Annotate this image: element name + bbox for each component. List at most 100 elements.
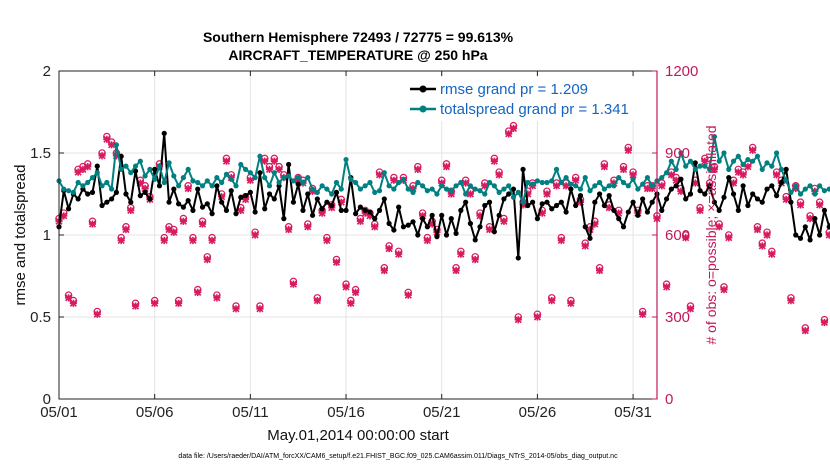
assimilated-obs-point: [404, 291, 412, 299]
rmse-point: [549, 206, 555, 212]
spread-point: [381, 170, 387, 176]
assimilated-obs-point: [218, 193, 226, 201]
spread-point: [740, 161, 746, 168]
spread-point: [692, 166, 698, 172]
spread-point: [80, 183, 86, 189]
spread-point: [219, 179, 225, 186]
rmse-point: [314, 196, 320, 202]
spread-point: [357, 186, 363, 192]
assimilated-obs-point: [275, 165, 283, 173]
rmse-point: [730, 191, 737, 197]
spread-point: [539, 179, 545, 186]
assimilated-obs-point: [241, 195, 250, 204]
rmse-point: [152, 166, 158, 172]
rmse-point: [142, 189, 148, 195]
assimilated-obs-point: [543, 190, 551, 198]
assimilated-obs-point: [562, 182, 570, 190]
spread-point: [300, 179, 306, 186]
assimilated-obs-point: [232, 305, 240, 313]
spread-point: [817, 183, 823, 189]
assimilated-obs-point: [213, 294, 221, 302]
spread-point: [89, 175, 96, 181]
rmse-point: [668, 186, 674, 192]
assimilated-obs-point: [318, 209, 326, 217]
assimilated-obs-point: [74, 168, 82, 176]
assimilated-obs-point: [701, 157, 709, 165]
rmse-point: [161, 130, 167, 136]
assimilated-obs-point: [423, 236, 431, 245]
spread-point: [506, 183, 512, 189]
rmse-point: [199, 204, 206, 210]
y-tick-label-right: 900: [665, 145, 690, 162]
assimilated-obs-point: [141, 184, 149, 193]
rmse-point: [592, 199, 598, 205]
spread-point: [530, 181, 536, 187]
spread-point: [190, 178, 196, 184]
assimilated-obs-point: [151, 299, 159, 307]
y-tick-label-left: 0.5: [30, 309, 51, 326]
spread-point: [721, 150, 727, 156]
spread-point: [582, 175, 588, 181]
rmse-point: [338, 207, 344, 213]
spread-point: [152, 176, 158, 182]
rmse-point: [219, 199, 225, 205]
assimilated-obs-point: [179, 217, 187, 225]
assimilated-obs-point: [696, 206, 704, 214]
legend-box: [406, 77, 646, 121]
spread-point: [228, 176, 234, 182]
rmse-point: [683, 196, 689, 202]
rmse-point: [324, 199, 330, 205]
assimilated-obs-point: [600, 163, 608, 171]
rmse-point: [673, 183, 679, 189]
spread-point: [70, 189, 76, 195]
axes-layer: 05/01 05/06 05/11 05/16 05/21 05/26 05/31 0 0.5 1…: [30, 63, 698, 421]
spread-point: [453, 183, 459, 189]
rmse-point: [506, 191, 512, 197]
rmse-point: [247, 189, 253, 195]
spread-point: [577, 186, 584, 192]
rmse-point: [190, 207, 196, 213]
spread-point: [711, 134, 718, 140]
spread-point: [199, 183, 206, 189]
spread-point: [491, 183, 497, 189]
rmse-point: [295, 181, 301, 187]
spread-point: [482, 191, 488, 197]
spread-point: [266, 183, 273, 189]
spread-point: [778, 166, 784, 172]
rmse-point: [530, 199, 536, 205]
assimilated-obs-point: [395, 250, 403, 258]
data-file-footer: data file: /Users/raeder/DAI/ATM_forcXX/…: [178, 453, 618, 460]
assimilated-obs-point: [471, 256, 479, 264]
chart-subtitle: AIRCRAFT_TEMPERATURE @ 250 hPa: [228, 47, 487, 63]
assimilated-obs-point: [500, 217, 508, 225]
rmse-point: [472, 237, 478, 243]
assimilated-obs-point: [194, 288, 202, 296]
rmse-point: [702, 191, 708, 197]
rmse-point: [486, 199, 493, 205]
assimilated-obs-point: [629, 171, 637, 179]
assimilated-obs-point: [375, 171, 384, 179]
spread-point: [156, 163, 163, 169]
spread-point: [113, 142, 120, 148]
rmse-point: [573, 202, 579, 209]
legend: rmse grand pr = 1.209 totalspread grand …: [406, 77, 646, 121]
assimilated-obs-point: [361, 209, 369, 217]
rmse-point: [286, 161, 292, 168]
assimilated-obs-point: [414, 165, 422, 173]
rmse-point: [697, 188, 703, 194]
spread-point: [807, 183, 813, 189]
spread-point: [635, 186, 641, 192]
assimilated-obs-point: [619, 165, 628, 173]
rmse-point: [788, 199, 794, 205]
spread-point: [171, 173, 177, 179]
rmse-point: [429, 212, 435, 218]
spread-point: [463, 191, 469, 197]
spread-point: [726, 166, 732, 172]
spread-point: [415, 179, 421, 186]
spread-point: [434, 191, 440, 197]
spread-point: [750, 158, 756, 164]
spread-point: [587, 188, 593, 194]
x-tick-label: 05/21: [423, 404, 461, 421]
spread-point: [759, 166, 765, 172]
assimilated-obs-point: [672, 176, 680, 184]
